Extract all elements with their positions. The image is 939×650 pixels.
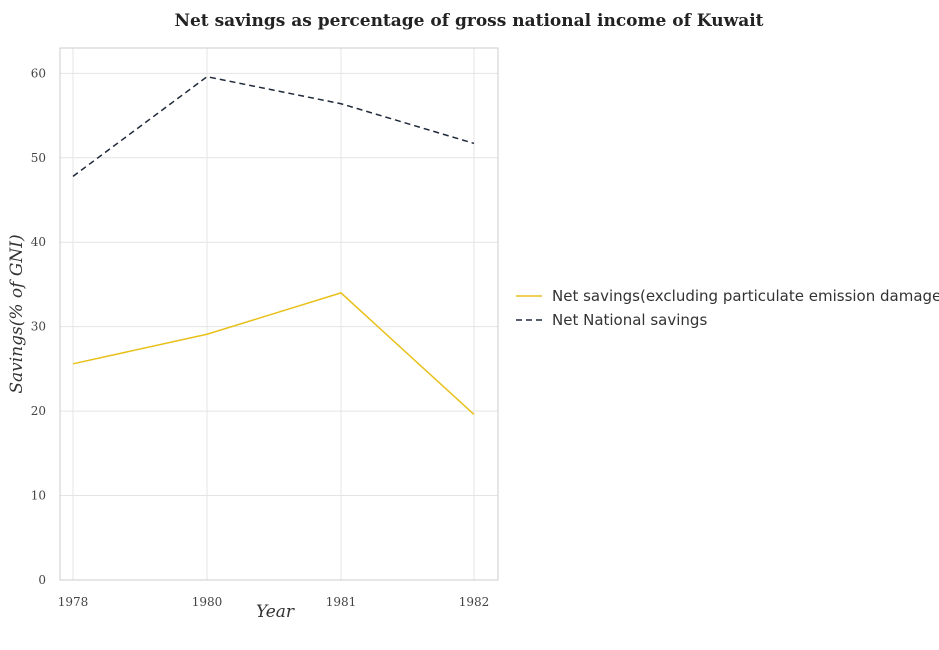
legend-label: Net savings(excluding particulate emissi… xyxy=(552,287,939,305)
y-tick-label: 0 xyxy=(38,573,46,587)
y-tick-label: 60 xyxy=(31,66,46,80)
series-line-1 xyxy=(72,292,475,416)
legend-label: Net National savings xyxy=(552,311,707,329)
x-tick-label: 1981 xyxy=(326,595,357,609)
y-axis-label: Savings(% of GNI) xyxy=(7,234,27,393)
legend: Net savings(excluding particulate emissi… xyxy=(516,287,939,329)
plot-area xyxy=(59,47,499,581)
x-tick-label: 1978 xyxy=(58,595,89,609)
y-tick-label: 10 xyxy=(31,489,46,503)
y-tick-label: 40 xyxy=(31,235,46,249)
y-axis: 0 10 20 30 40 50 60 xyxy=(31,66,46,587)
x-tick-label: 1980 xyxy=(192,595,223,609)
chart-title: Net savings as percentage of gross natio… xyxy=(174,11,763,31)
y-tick-label: 30 xyxy=(31,320,46,334)
y-tick-label: 50 xyxy=(31,151,46,165)
y-tick-label: 20 xyxy=(31,404,46,418)
series-line-2 xyxy=(72,75,475,177)
x-tick-label: 1982 xyxy=(459,595,490,609)
series-group xyxy=(72,75,475,416)
x-axis-label: Year xyxy=(256,602,295,622)
x-axis: 1978 1980 1981 1982 xyxy=(58,595,490,609)
grid xyxy=(60,48,498,581)
